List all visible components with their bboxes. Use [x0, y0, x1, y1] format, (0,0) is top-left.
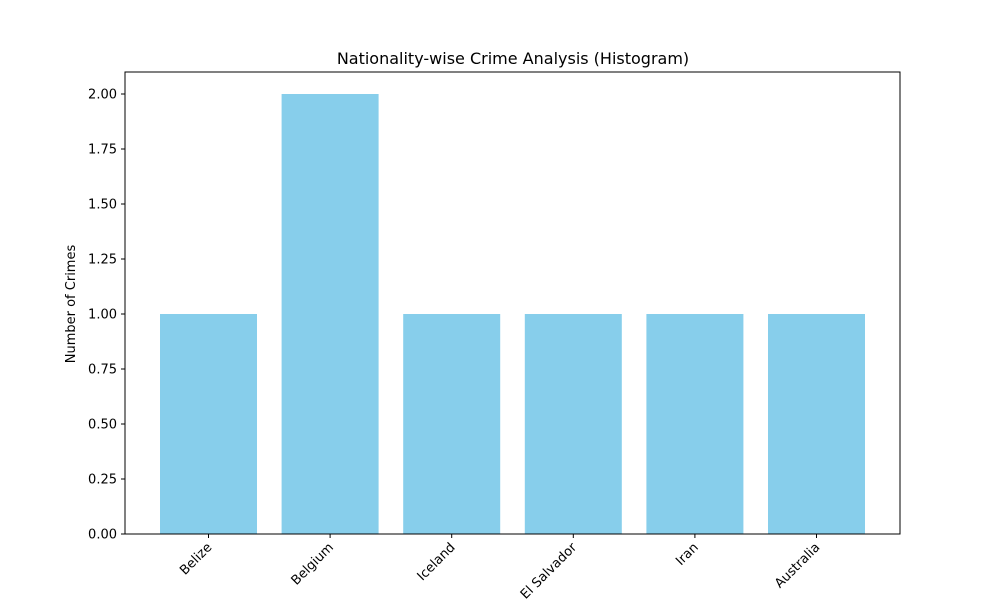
x-axis-ticks: Belize Belgium Iceland El Salvador Iran Austr… [177, 534, 823, 600]
bar-iran [646, 314, 744, 534]
x-tick-label-australia: Australia [772, 540, 823, 591]
bar-belgium [281, 94, 379, 534]
x-tick-label-belize: Belize [177, 540, 215, 578]
y-tick-label-1-25: 1.25 [88, 253, 117, 268]
y-tick-label-1-50: 1.50 [88, 198, 117, 213]
y-tick-label-0-25: 0.25 [88, 473, 117, 488]
y-axis-ticks: 0.00 0.25 0.50 0.75 1.00 1.25 1.50 1.75 2.00 [88, 88, 125, 543]
bar-belize [160, 314, 257, 534]
y-tick-label-1-75: 1.75 [88, 143, 117, 158]
x-tick-label-belgium: Belgium [289, 540, 337, 588]
y-tick-label-2-00: 2.00 [88, 88, 117, 103]
bars-group [160, 94, 865, 534]
y-tick-label-0-75: 0.75 [88, 363, 117, 378]
x-tick-label-iran: Iran [673, 540, 702, 569]
x-tick-label-el-salvador: El Salvador [518, 540, 581, 600]
y-tick-label-0-00: 0.00 [88, 528, 117, 543]
chart-title: Nationality-wise Crime Analysis (Histogr… [337, 49, 689, 68]
y-tick-label-0-50: 0.50 [88, 418, 117, 433]
bar-australia [768, 314, 865, 534]
plot-frame [124, 71, 901, 535]
y-axis-label: Number of Crimes [64, 245, 79, 364]
bar-el-salvador [524, 314, 622, 534]
x-tick-label-iceland: Iceland [415, 540, 459, 584]
bar-iceland [403, 314, 501, 534]
y-tick-label-1-00: 1.00 [88, 308, 117, 323]
